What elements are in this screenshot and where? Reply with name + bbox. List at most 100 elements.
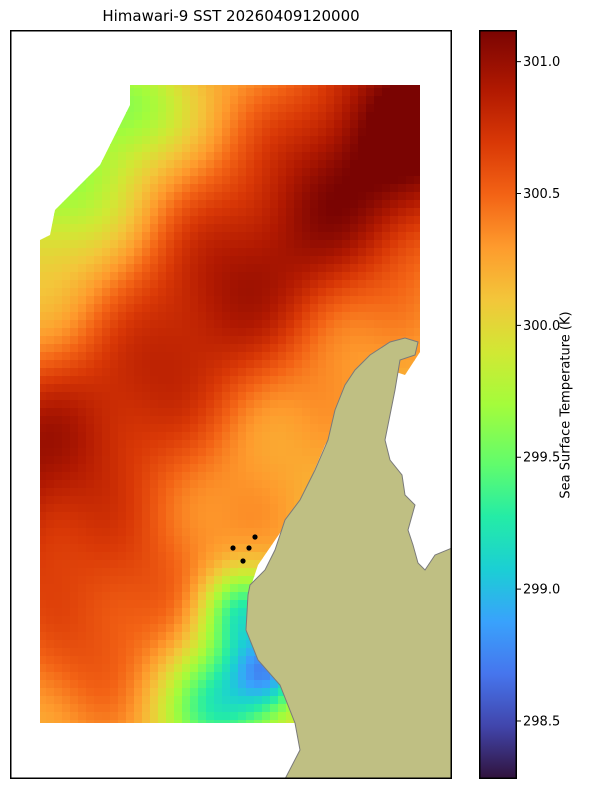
sst-cell: [318, 392, 327, 401]
sst-cell: [310, 304, 319, 313]
sst-cell: [198, 680, 207, 689]
sst-cell: [246, 184, 255, 193]
sst-cell: [158, 696, 167, 705]
sst-cell: [198, 296, 207, 305]
sst-cell: [278, 112, 287, 121]
sst-cell: [174, 456, 183, 465]
sst-cell: [78, 440, 87, 449]
sst-cell: [326, 384, 335, 393]
sst-cell: [422, 216, 431, 225]
sst-cell: [182, 296, 191, 305]
sst-cell: [270, 224, 279, 233]
sst-cell: [278, 392, 287, 401]
sst-cell: [422, 280, 431, 289]
sst-cell: [294, 480, 303, 489]
sst-cell: [174, 704, 183, 713]
sst-cell: [118, 536, 127, 545]
sst-cell: [40, 584, 47, 593]
sst-cell: [70, 328, 79, 337]
sst-cell: [310, 432, 319, 441]
sst-cell: [278, 328, 287, 337]
sst-cell: [422, 384, 431, 393]
sst-cell: [86, 136, 95, 145]
sst-cell: [262, 88, 271, 97]
sst-cell: [150, 360, 159, 369]
sst-cell: [238, 424, 247, 433]
sst-cell: [174, 576, 183, 585]
sst-cell: [286, 168, 295, 177]
sst-cell: [390, 168, 399, 177]
sst-cell: [206, 640, 215, 649]
sst-cell: [310, 248, 319, 257]
sst-cell: [414, 232, 420, 241]
sst-cell: [134, 568, 143, 577]
sst-cell: [414, 472, 420, 481]
sst-cell: [110, 552, 119, 561]
sst-cell: [198, 192, 207, 201]
sst-cell: [182, 584, 191, 593]
sst-cell: [190, 264, 199, 273]
sst-cell: [342, 336, 351, 345]
sst-cell: [246, 144, 255, 153]
sst-cell: [326, 272, 335, 281]
sst-cell: [230, 208, 239, 217]
sst-cell: [94, 704, 103, 713]
sst-cell: [190, 688, 199, 697]
sst-cell: [310, 360, 319, 369]
sst-cell: [110, 696, 119, 705]
sst-cell: [182, 512, 191, 521]
marker-point: [230, 545, 236, 551]
sst-cell: [174, 312, 183, 321]
sst-cell: [222, 240, 231, 249]
sst-cell: [110, 592, 119, 601]
sst-cell: [40, 544, 47, 553]
sst-cell: [286, 408, 295, 417]
sst-cell: [350, 272, 359, 281]
sst-cell: [326, 256, 335, 265]
sst-cell: [166, 504, 175, 513]
sst-cell: [422, 224, 431, 233]
sst-cell: [126, 384, 135, 393]
sst-cell: [206, 352, 215, 361]
sst-cell: [62, 672, 71, 681]
sst-cell: [318, 328, 327, 337]
sst-cell: [222, 568, 231, 577]
sst-cell: [262, 168, 271, 177]
sst-cell: [206, 480, 215, 489]
sst-cell: [118, 320, 127, 329]
sst-cell: [70, 248, 79, 257]
sst-cell: [110, 256, 119, 265]
sst-cell: [350, 288, 359, 297]
sst-cell: [382, 88, 391, 97]
sst-cell: [406, 400, 415, 409]
sst-cell: [174, 584, 183, 593]
sst-cell: [46, 544, 55, 553]
sst-cell: [150, 280, 159, 289]
sst-cell: [238, 240, 247, 249]
sst-cell: [158, 552, 167, 561]
sst-cell: [342, 328, 351, 337]
sst-cell: [334, 104, 343, 113]
sst-cell: [382, 272, 391, 281]
sst-cell: [206, 336, 215, 345]
sst-cell: [326, 416, 335, 425]
sst-cell: [270, 248, 279, 257]
sst-cell: [134, 360, 143, 369]
sst-cell: [182, 544, 191, 553]
sst-cell: [222, 704, 231, 713]
sst-cell: [150, 85, 159, 89]
sst-cell: [70, 144, 79, 153]
sst-cell: [390, 176, 399, 185]
sst-cell: [174, 152, 183, 161]
sst-cell: [318, 248, 327, 257]
sst-cell: [206, 160, 215, 169]
sst-cell: [86, 336, 95, 345]
sst-cell: [102, 104, 111, 113]
sst-cell: [318, 344, 327, 353]
sst-cell: [78, 696, 87, 705]
sst-cell: [174, 320, 183, 329]
sst-cell: [158, 264, 167, 273]
sst-cell: [134, 312, 143, 321]
sst-cell: [414, 288, 420, 297]
